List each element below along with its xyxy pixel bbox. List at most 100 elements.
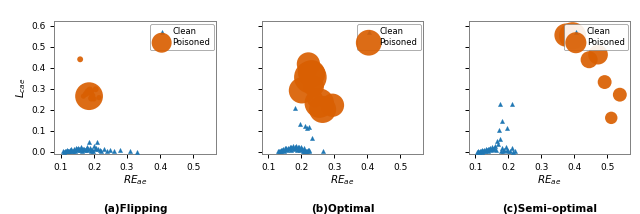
Clean [300,149,310,153]
Clean [499,149,509,152]
Clean [291,144,301,148]
Clean [498,149,508,153]
X-axis label: $RE_{ae}$: $RE_{ae}$ [538,174,562,187]
Clean [505,149,515,152]
Clean [289,145,300,149]
Clean [294,148,304,151]
Clean [482,149,492,152]
Clean [93,148,103,151]
Poisoned [84,88,95,92]
Clean [58,150,68,153]
Poisoned [90,88,100,91]
Clean [81,147,91,150]
Clean [86,149,96,152]
Clean [280,146,290,150]
Point [502,127,512,130]
Clean [483,147,493,150]
Clean [281,146,291,149]
Poisoned [94,96,104,99]
Clean [483,149,493,152]
Clean [76,145,86,149]
Clean [472,150,482,153]
Poisoned [328,104,338,107]
Poisoned [593,53,603,56]
Clean [294,146,305,149]
Clean [109,149,119,153]
Clean [125,149,136,152]
Clean [486,147,497,150]
Legend: Clean, Poisoned: Clean, Poisoned [564,24,628,50]
Clean [475,149,485,152]
Clean [287,146,298,150]
Clean [502,149,512,152]
Clean [83,148,93,151]
Clean [274,150,284,153]
Clean [489,146,499,150]
Clean [285,148,296,152]
Legend: Clean, Poisoned: Clean, Poisoned [150,24,214,50]
Clean [487,145,497,149]
Clean [301,149,311,153]
Clean [63,150,73,153]
Clean [497,146,508,149]
Clean [286,146,296,149]
Clean [70,149,80,153]
Point [302,126,312,129]
Clean [496,149,506,153]
Point [300,124,310,127]
Clean [298,149,308,152]
Clean [99,148,109,151]
Clean [83,146,93,149]
Clean [77,149,88,152]
Clean [486,148,496,152]
Point [289,106,300,109]
Legend: Clean, Poisoned: Clean, Poisoned [357,24,420,50]
Poisoned [86,90,96,94]
Point [497,119,507,123]
Clean [492,140,502,143]
Poisoned [83,90,93,94]
Clean [69,147,79,150]
Poisoned [584,58,595,61]
Clean [284,147,294,150]
Clean [478,149,488,152]
Clean [89,144,99,147]
Clean [297,148,307,151]
Clean [74,147,84,150]
Clean [96,149,106,152]
Clean [508,150,518,153]
Clean [64,150,74,153]
Poisoned [307,72,317,75]
Text: (b)Optimal: (b)Optimal [310,205,374,214]
Text: (c)Semi–optimal: (c)Semi–optimal [502,205,597,214]
Clean [500,145,511,149]
Clean [66,148,76,151]
Clean [476,149,486,153]
Clean [71,146,81,150]
Clean [85,146,95,150]
Clean [292,148,302,152]
Clean [278,148,288,151]
Clean [67,149,77,153]
Poisoned [89,97,99,101]
Clean [473,149,483,153]
Poisoned [78,94,88,98]
Poisoned [310,97,320,101]
Clean [63,149,74,153]
Clean [275,149,285,152]
Poisoned [314,101,324,105]
Clean [491,149,501,152]
Clean [490,144,500,147]
Clean [273,149,283,153]
Clean [78,148,88,151]
Clean [92,141,102,144]
Clean [485,146,495,149]
Poisoned [302,70,312,73]
Clean [302,150,312,153]
X-axis label: $RE_{ae}$: $RE_{ae}$ [123,174,147,187]
Poisoned [75,58,85,61]
Clean [484,148,494,151]
Clean [277,149,287,152]
Clean [289,148,299,151]
Clean [88,149,99,153]
